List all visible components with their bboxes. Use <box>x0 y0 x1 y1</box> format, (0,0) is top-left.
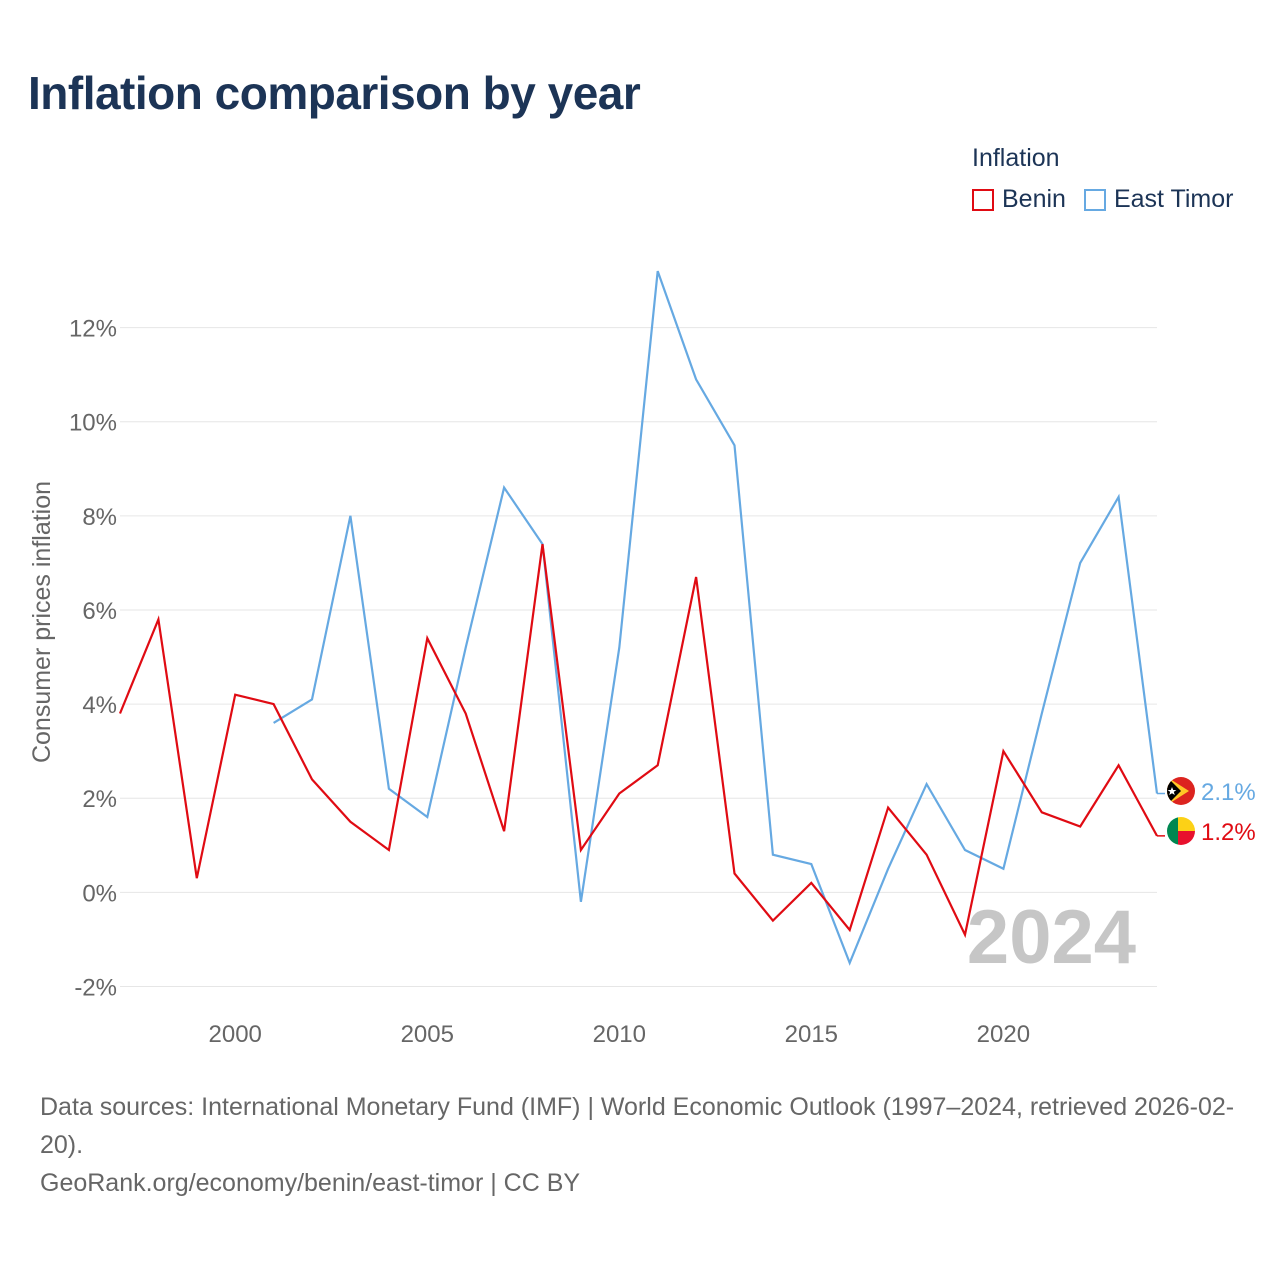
attribution-link[interactable]: GeoRank.org/economy/benin/east-timor | C… <box>40 1169 581 1197</box>
y-tick-label: 4% <box>82 692 117 719</box>
y-axis-ticks: -2% 0% 2% 4% 6% 8% 10% 12% <box>69 316 117 1002</box>
y-tick-label: 8% <box>82 504 117 531</box>
data-sources: Data sources: International Monetary Fun… <box>40 1093 1235 1159</box>
x-tick-label: 2015 <box>785 1021 838 1048</box>
legend-title: Inflation <box>972 144 1060 172</box>
line-chart: -2% 0% 2% 4% 6% 8% 10% 12% 2000 2005 2010 2015 2020… <box>28 270 1256 1048</box>
series-line-east-timor <box>273 270 1159 966</box>
series-lines <box>118 270 1165 966</box>
y-tick-label: 10% <box>69 410 117 437</box>
legend-label-benin: Benin <box>1002 185 1066 213</box>
y-axis-label: Consumer prices inflation <box>28 481 56 763</box>
year-watermark: 2024 <box>967 895 1136 980</box>
x-tick-label: 2010 <box>593 1021 646 1048</box>
legend-item-east-timor[interactable]: East Timor <box>1083 185 1234 214</box>
footer: Data sources: International Monetary Fun… <box>40 1088 1250 1202</box>
x-axis-ticks: 2000 2005 2010 2015 2020 <box>209 1021 1031 1048</box>
x-tick-label: 2000 <box>209 1021 262 1048</box>
legend: Inflation Benin East Timor <box>972 144 1233 214</box>
x-tick-label: 2005 <box>401 1021 454 1048</box>
east-timor-flag-icon <box>1167 777 1195 805</box>
legend-swatch-east-timor <box>1083 188 1106 211</box>
x-tick-label: 2020 <box>977 1021 1030 1048</box>
chart-title: Inflation comparison by year <box>28 67 641 119</box>
legend-label-east-timor: East Timor <box>1113 185 1234 213</box>
y-tick-label: 0% <box>82 880 117 907</box>
end-label-benin: 1.2% <box>1201 819 1256 846</box>
legend-item-benin[interactable]: Benin <box>972 185 1066 214</box>
end-label-east-timor: 2.1% <box>1201 779 1256 806</box>
benin-flag-icon <box>1167 817 1195 845</box>
y-tick-label: 2% <box>82 786 117 813</box>
y-tick-label: 12% <box>69 316 117 343</box>
grid-lines <box>120 327 1157 987</box>
y-tick-label: 6% <box>82 598 117 625</box>
y-tick-label: -2% <box>74 974 117 1001</box>
series-line-benin <box>118 543 1158 939</box>
legend-swatch-benin <box>972 188 994 211</box>
